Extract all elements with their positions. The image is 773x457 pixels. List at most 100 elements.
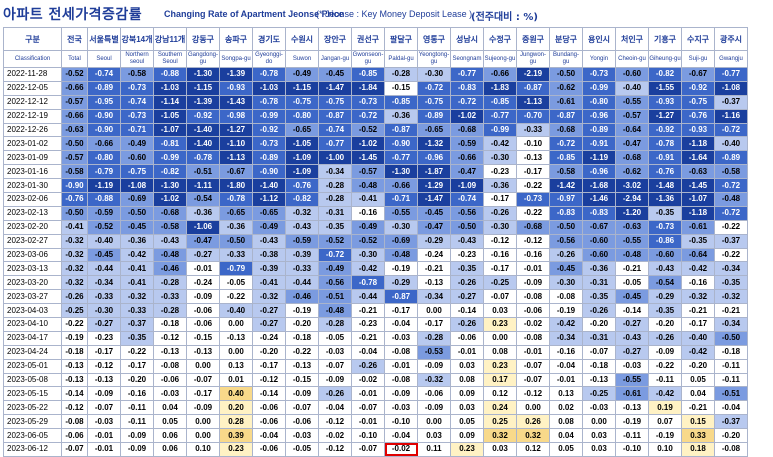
cell-value: -0.09 xyxy=(516,275,550,291)
cell-value: -0.26 xyxy=(483,205,517,221)
cell-value: -0.07 xyxy=(351,442,385,457)
cell-value: -1.12 xyxy=(252,192,286,207)
cell-value: -0.13 xyxy=(615,400,649,416)
cell-value: -0.19 xyxy=(549,303,583,319)
cell-value: -0.13 xyxy=(87,372,121,388)
cell-value: -0.03 xyxy=(87,414,121,430)
cell-value: -1.27 xyxy=(219,122,253,138)
cell-value: -0.21 xyxy=(351,330,385,346)
cell-value: -1.40 xyxy=(186,136,220,152)
cell-value: -0.02 xyxy=(516,317,550,332)
cell-value: -0.15 xyxy=(285,372,319,388)
cell-value: 0.06 xyxy=(153,442,187,457)
cell-value: -0.77 xyxy=(318,136,352,152)
cell-value: -0.30 xyxy=(351,247,385,263)
header-ko-13: 성남시 xyxy=(450,27,484,51)
cell-value: -0.61 xyxy=(549,94,583,110)
cell-value: -1.45 xyxy=(351,150,385,166)
cell-value: -0.55 xyxy=(615,372,649,388)
cell-value: -0.73 xyxy=(351,94,385,110)
table-row: 2022-12-26 -0.63 -0.90 -0.71 -1.07 -1.40 -1.27… xyxy=(3,122,748,138)
cell-value: -1.02 xyxy=(351,136,385,152)
row-date: 2023-05-29 xyxy=(3,414,62,430)
cell-value: -0.17 xyxy=(483,192,517,207)
cell-value: 0.04 xyxy=(549,428,583,444)
cell-value: -0.21 xyxy=(681,400,715,416)
cell-value: -0.03 xyxy=(384,400,418,416)
cell-value: 0.10 xyxy=(186,442,220,457)
cell-value: -0.61 xyxy=(681,219,715,235)
cell-value: -0.42 xyxy=(120,247,154,263)
cell-value: -0.74 xyxy=(120,94,154,110)
cell-value: -0.56 xyxy=(450,205,484,221)
cell-value: -0.68 xyxy=(549,122,583,138)
cell-value: -0.05 xyxy=(615,275,649,291)
cell-value: -0.90 xyxy=(384,136,418,152)
cell-value: -0.59 xyxy=(285,233,319,249)
cell-value: -0.79 xyxy=(219,261,253,277)
cell-value: -0.99 xyxy=(153,150,187,166)
cell-value: -1.30 xyxy=(384,164,418,180)
cell-value: -0.32 xyxy=(61,261,88,277)
cell-value: -0.70 xyxy=(516,108,550,124)
cell-value: -0.21 xyxy=(417,261,451,277)
cell-value: -0.78 xyxy=(351,275,385,291)
row-date: 2023-05-08 xyxy=(3,372,62,388)
cell-value: -0.50 xyxy=(549,219,583,235)
cell-value: 0.00 xyxy=(186,358,220,374)
cell-value: -0.80 xyxy=(285,108,319,124)
cell-value: -0.29 xyxy=(384,275,418,291)
cell-value: -0.78 xyxy=(648,136,682,152)
cell-value: 0.12 xyxy=(483,386,517,402)
cell-value: -0.71 xyxy=(384,192,418,207)
cell-value: 0.04 xyxy=(681,386,715,402)
cell-value: -0.35 xyxy=(714,275,748,291)
cell-value: -1.15 xyxy=(285,80,319,96)
cell-value: -0.44 xyxy=(87,261,121,277)
cell-value: -2.94 xyxy=(615,192,649,207)
cell-value: -0.48 xyxy=(384,247,418,263)
cell-value: 0.11 xyxy=(417,442,451,457)
cell-value: -0.60 xyxy=(120,150,154,166)
cell-value: -0.11 xyxy=(615,428,649,444)
header-en-19: Giheung-gu xyxy=(648,50,682,68)
cell-value: -0.92 xyxy=(252,122,286,138)
cell-value: -0.34 xyxy=(417,289,451,305)
cell-value: -0.32 xyxy=(120,289,154,305)
cell-value: -0.21 xyxy=(615,261,649,277)
cell-value: -0.32 xyxy=(417,372,451,388)
cell-value: -0.16 xyxy=(549,344,583,360)
cell-value: -0.42 xyxy=(549,317,583,332)
cell-value: -1.47 xyxy=(417,192,451,207)
cell-value: -0.87 xyxy=(549,108,583,124)
cell-value: -0.13 xyxy=(285,358,319,374)
cell-value: -0.35 xyxy=(648,303,682,319)
cell-value: -0.09 xyxy=(417,358,451,374)
cell-value: -0.07 xyxy=(351,400,385,416)
cell-value: -0.13 xyxy=(219,330,253,346)
cell-value: -0.58 xyxy=(120,67,154,82)
cell-value: -0.93 xyxy=(681,122,715,138)
header-en-21: Gwangju xyxy=(714,50,748,68)
cell-value: -0.26 xyxy=(450,317,484,332)
cell-value: -0.41 xyxy=(61,219,88,235)
cell-value: -1.15 xyxy=(186,80,220,96)
cell-value: -0.68 xyxy=(615,150,649,166)
cell-value: -0.72 xyxy=(714,178,748,194)
row-date: 2023-03-06 xyxy=(3,247,62,263)
cell-value: -0.49 xyxy=(285,67,319,82)
cell-value: -0.43 xyxy=(648,261,682,277)
cell-value: -0.34 xyxy=(549,330,583,346)
cell-value: -0.29 xyxy=(648,289,682,305)
cell-value: -0.63 xyxy=(61,122,88,138)
cell-value: -0.50 xyxy=(120,205,154,221)
cell-value: -0.17 xyxy=(120,358,154,374)
cell-value: -0.01 xyxy=(87,428,121,444)
cell-value: -0.08 xyxy=(516,330,550,346)
row-date: 2023-04-03 xyxy=(3,303,62,319)
cell-value: -0.58 xyxy=(714,164,748,180)
page-title-note: (* Jeonse : Key Money Deposit Lease ) xyxy=(316,9,473,19)
cell-value: -0.78 xyxy=(252,94,286,110)
cell-value: -0.07 xyxy=(61,442,88,457)
header-ko-12: 영통구 xyxy=(417,27,451,51)
